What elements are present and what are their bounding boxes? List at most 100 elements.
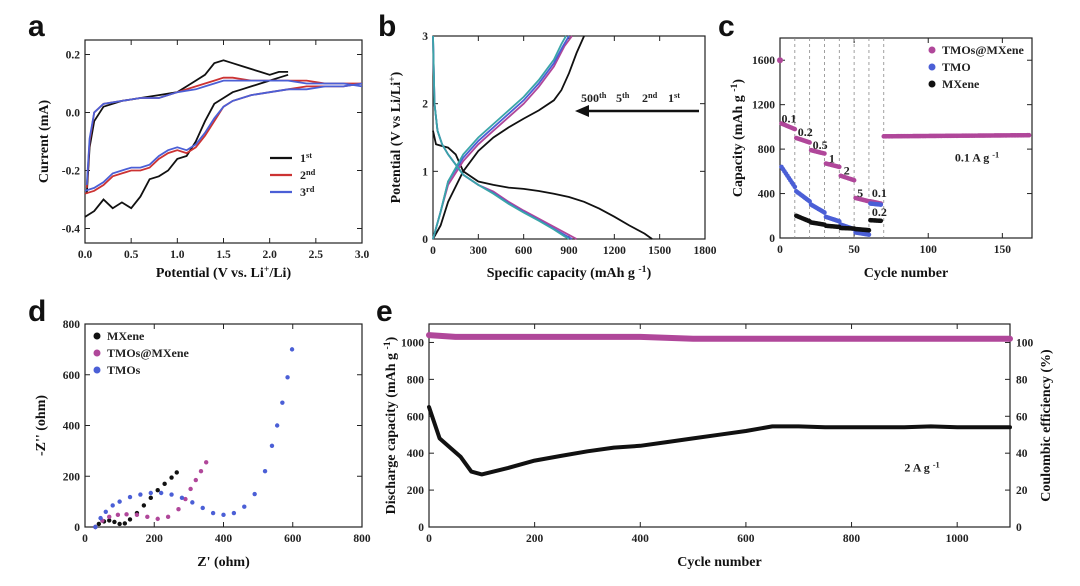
x-tick-label: 400 <box>215 533 233 545</box>
y2-tick-label: 60 <box>1016 411 1028 423</box>
panel-letter: a <box>28 10 45 43</box>
y-tick-label: 800 <box>407 374 425 386</box>
plot-frame-b <box>432 35 706 240</box>
y-tick-label: -0.2 <box>62 166 80 178</box>
y-tick-label: -0.4 <box>62 224 80 236</box>
legend-label: 2nd <box>300 168 316 183</box>
rate-label: 0.5 <box>813 138 828 152</box>
rate-note: 0.1 A g -1 <box>955 150 999 165</box>
panel-e: 0 200 400 600 800 100002004006008001000Cycle … <box>376 295 1054 570</box>
rate-label: 0.1 <box>872 186 887 200</box>
eis-point <box>162 481 167 487</box>
x-tick-label: 200 <box>146 533 164 545</box>
x-tick-label: 0 <box>777 244 783 256</box>
rate-label: 0.1 <box>781 111 796 125</box>
y-tick-label: 400 <box>758 189 776 201</box>
eis-point <box>289 347 295 352</box>
rate-point <box>822 151 827 156</box>
eis-point <box>155 516 160 522</box>
rate-point <box>807 140 812 145</box>
y-tick-label: 0.0 <box>66 108 81 120</box>
charge-curve-7 <box>432 35 567 240</box>
eis-point <box>252 491 257 497</box>
legend-marker <box>928 63 936 71</box>
y-tick-label: 400 <box>407 448 425 460</box>
x-tick-label: 150 <box>994 244 1012 256</box>
panel-letter: d <box>28 295 46 328</box>
coulombic-efficiency-trace <box>426 332 1013 342</box>
legend-label: TMO <box>942 60 971 74</box>
eis-point <box>127 494 133 500</box>
rate-point <box>822 210 827 215</box>
eis-point <box>200 505 205 511</box>
eis-point <box>148 490 153 496</box>
y-tick-label: 600 <box>63 370 81 382</box>
eis-point <box>269 443 275 448</box>
eis-point <box>285 375 290 380</box>
rate-point <box>866 227 872 233</box>
cycle-label: 5th <box>616 91 630 106</box>
x-tick-label: 2.5 <box>309 249 324 261</box>
x-tick-label: 600 <box>515 245 533 257</box>
legend-label: TMOs <box>107 363 141 377</box>
y2-tick-label: 0 <box>1016 522 1022 534</box>
eis-point <box>127 517 133 522</box>
legend-marker <box>928 80 936 88</box>
eis-point <box>176 507 181 512</box>
cycle-label: 2nd <box>642 91 658 106</box>
y-tick-label: 1600 <box>752 55 775 67</box>
eis-point <box>155 488 160 493</box>
rate-label: 0.2 <box>798 125 813 139</box>
y-tick-label: 600 <box>407 411 425 423</box>
legend-label: TMOs@MXene <box>107 346 189 360</box>
panel-letter: e <box>376 295 393 328</box>
discharge-capacity-trace <box>427 405 1012 477</box>
x-tick-label: 800 <box>353 533 371 545</box>
plot-frame-c <box>779 37 1033 239</box>
eis-point <box>280 400 285 405</box>
charge-curve-2 <box>432 35 578 240</box>
eis-point <box>174 470 179 475</box>
legend-marker <box>928 46 936 54</box>
x-tick-label: 300 <box>470 245 488 257</box>
eis-point <box>165 514 171 520</box>
eis-point <box>158 490 164 496</box>
legend-marker <box>93 349 101 357</box>
cv-curve-4 <box>84 82 363 192</box>
x-tick-label: 1000 <box>946 533 969 545</box>
eis-point <box>242 504 247 509</box>
legend-label: TMOs@MXene <box>942 43 1024 57</box>
rate-label: 2 <box>844 164 850 178</box>
eis-point <box>98 515 103 521</box>
rate-point <box>866 232 872 237</box>
x-tick-label: 100 <box>920 244 938 256</box>
eis-point <box>169 475 174 480</box>
x-tick-label: 600 <box>737 533 755 545</box>
y-tick-label: 1200 <box>752 100 775 112</box>
first-cycle-point <box>777 57 783 64</box>
x-axis-label: Z' (ohm) <box>197 555 250 570</box>
x-tick-label: 1.5 <box>216 249 231 261</box>
x-tick-label: 1.0 <box>170 249 185 261</box>
eis-point <box>96 521 102 527</box>
x-tick-label: 1800 <box>694 245 717 257</box>
eis-point <box>198 468 204 474</box>
eis-point <box>193 477 198 483</box>
y-tick-label: 2 <box>422 99 428 111</box>
x-axis-label: Cycle number <box>677 555 761 570</box>
eis-point <box>110 503 115 508</box>
y-tick-label: 1 <box>422 166 428 178</box>
x-tick-label: 600 <box>284 533 302 545</box>
y-tick-label: 0 <box>769 233 775 245</box>
eis-point <box>169 492 174 497</box>
y-axis-label: Discharge capacity (mAh g -1) <box>382 336 400 514</box>
rate-point <box>878 218 884 224</box>
eis-point <box>274 423 280 428</box>
eis-point <box>210 510 216 516</box>
eis-point <box>188 486 193 492</box>
cv-curve-1 <box>85 59 289 194</box>
panel-letter: c <box>718 10 735 43</box>
cv-curve-5 <box>85 79 363 186</box>
eis-point <box>190 500 195 505</box>
